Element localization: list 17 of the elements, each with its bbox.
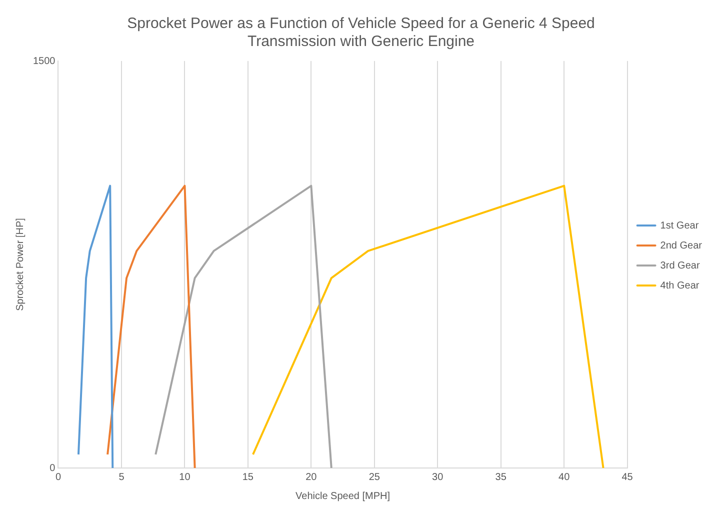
x-tick-label: 35 [495,472,507,483]
x-tick-label: 30 [432,472,444,483]
x-tick-label: 25 [368,472,380,483]
x-tick-label: 15 [242,472,254,483]
legend-label: 3rd Gear [660,260,700,272]
y-axis-title: Sprocket Power [HP] [14,218,26,311]
y-tick-label: 1500 [32,56,56,67]
x-tick-label: 40 [558,472,570,483]
legend-label: 1st Gear [660,220,700,232]
x-tick-label: 10 [179,472,191,483]
x-tick-label: 45 [622,472,634,483]
chart-title: Sprocket Power as a Function of Vehicle Speed for a Generic 4 Speed Transmission with Generic Engine [127,15,595,50]
legend-label: 4th Gear [660,280,700,292]
x-tick-label: 20 [306,472,318,483]
x-tick-label: 5 [118,472,125,483]
legend-label: 2nd Gear [660,240,703,252]
x-axis-title: Vehicle Speed [MPH] [296,490,390,502]
